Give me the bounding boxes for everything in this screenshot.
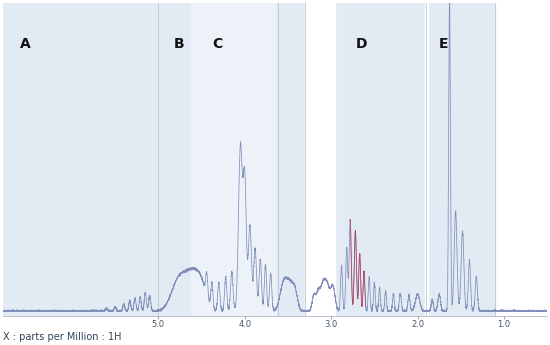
Bar — [305, 3, 335, 316]
X-axis label: X : parts per Million : 1H: X : parts per Million : 1H — [3, 332, 122, 342]
Bar — [3, 3, 158, 316]
Text: A: A — [20, 37, 31, 51]
Bar — [426, 3, 496, 316]
Text: C: C — [212, 37, 222, 51]
Bar — [158, 3, 305, 316]
Bar — [425, 3, 428, 316]
Bar — [305, 3, 426, 316]
Text: E: E — [439, 37, 449, 51]
Bar — [191, 3, 275, 316]
Text: B: B — [174, 37, 184, 51]
Text: D: D — [355, 37, 367, 51]
